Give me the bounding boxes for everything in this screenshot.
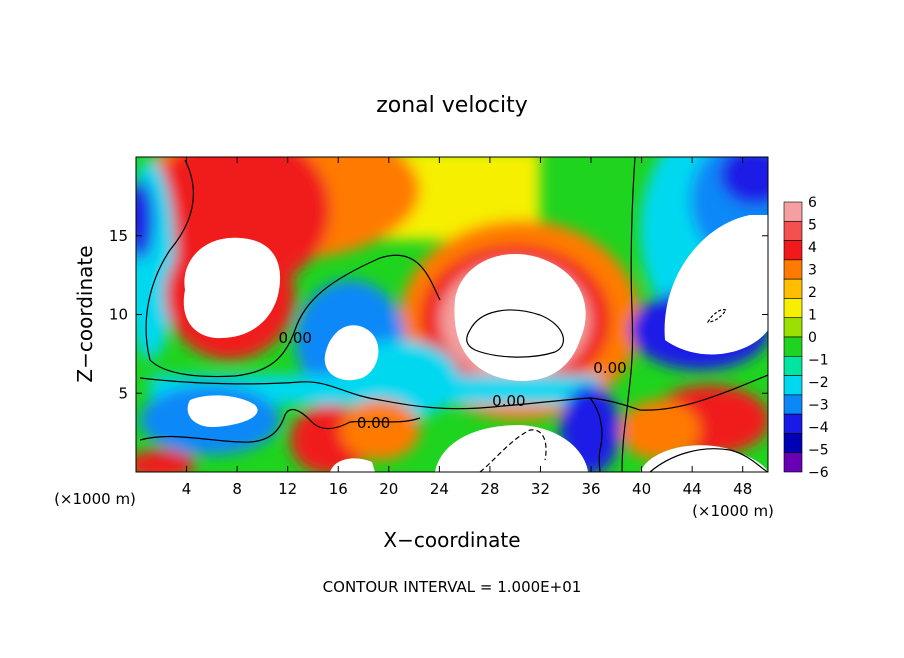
colorbar-swatch: [783, 336, 803, 357]
contour-labels: 0.00 0.00 0.00 0.00: [279, 329, 627, 432]
y-axis-ticks: 5 10 15: [109, 227, 768, 402]
x-tick-label: 32: [531, 480, 550, 498]
field-white-bottom-small: [330, 458, 375, 472]
colorbar-label: −3: [808, 398, 829, 414]
y-tick-label: 5: [118, 384, 128, 402]
colorbar-swatch: [783, 394, 803, 415]
colorbar-label: 0: [808, 330, 817, 346]
colorbar-swatch: [783, 240, 803, 261]
colorbar-swatch: [783, 201, 803, 222]
field-white-mid: [324, 325, 379, 381]
colorbar-label: 5: [808, 218, 817, 234]
colorbar-label: 2: [808, 285, 817, 301]
colorbar-label: −5: [808, 443, 829, 459]
colorbar-label: −4: [808, 420, 829, 436]
contour-label: 0.00: [279, 329, 312, 347]
contour-line-dashed-right: [706, 309, 727, 323]
x-axis-label: X−coordinate: [383, 528, 520, 552]
contour-label: 0.00: [492, 392, 525, 410]
field-low-right-orange: [620, 400, 700, 460]
contour-line-low-left: [139, 408, 421, 443]
y-tick-label: 15: [109, 227, 128, 245]
contour-label: 0.00: [593, 359, 626, 377]
field-upper-left-blue: [136, 180, 154, 260]
x-tick-label: 8: [232, 480, 242, 498]
x-tick-label: 16: [329, 480, 348, 498]
colorbar-label: −6: [808, 465, 829, 481]
field-bottom-left-red: [136, 450, 195, 472]
colorbar-swatch: [783, 433, 803, 454]
field-white-low-left: [187, 395, 258, 428]
colorbar-swatch: [783, 452, 803, 473]
x-tick-label: 44: [683, 480, 702, 498]
field-white-center: [454, 254, 586, 381]
colorbar-label: 1: [808, 308, 817, 324]
x-tick-label: 20: [379, 480, 398, 498]
x-tick-label: 28: [480, 480, 499, 498]
colorbar: 6 5 4 3 2 1 0 −1 −2 −3 −4 −5 −6: [783, 195, 829, 481]
x-tick-label: 48: [733, 480, 752, 498]
colorbar-label: −1: [808, 353, 829, 369]
field-white-upper-left: [183, 237, 281, 339]
contour-line-bottom-right: [649, 448, 768, 472]
colorbar-swatch: [783, 259, 803, 280]
x-axis-unit-right: (×1000 m): [692, 502, 774, 520]
colorbar-swatch: [783, 220, 803, 241]
colorbar-label: −2: [808, 375, 829, 391]
colorbar-swatch: [783, 413, 803, 434]
contour-interval-footer: CONTOUR INTERVAL = 1.000E+01: [323, 578, 582, 596]
x-tick-label: 24: [430, 480, 449, 498]
y-tick-label: 10: [109, 306, 128, 324]
contour-label: 0.00: [357, 414, 390, 432]
field-upper-right-navy: [720, 157, 768, 205]
colorbar-label: 3: [808, 263, 817, 279]
y-axis-label: Z−coordinate: [73, 245, 97, 382]
x-axis-ticks: 4 8 12 16 20 24 28 32 36 40 44 48: [182, 157, 752, 498]
x-axis-unit-left: (×1000 m): [54, 490, 136, 508]
contour-line-center-small: [466, 309, 564, 358]
contour-line-mid-right: [589, 397, 603, 472]
field-low-mid-orange: [340, 400, 420, 460]
contour-line-right-vertical: [621, 157, 636, 472]
field-white-right: [664, 215, 768, 355]
colorbar-swatch: [783, 355, 803, 376]
zero-contours: [139, 157, 768, 472]
chart-title: zonal velocity: [376, 93, 528, 118]
x-tick-label: 4: [182, 480, 192, 498]
contour-line-dashed-bottom: [479, 429, 547, 472]
x-tick-label: 40: [632, 480, 651, 498]
colorbar-swatch: [783, 317, 803, 338]
colorbar-label: 4: [808, 240, 817, 256]
x-tick-label: 12: [278, 480, 297, 498]
contour-line-upper-left: [145, 159, 441, 378]
field-white-bottom: [435, 425, 588, 472]
velocity-field: 0.00 0.00 0.00 0.00: [136, 157, 768, 472]
colorbar-swatch: [783, 278, 803, 299]
field-upper-left-cyan: [136, 160, 175, 360]
colorbar-swatch: [783, 298, 803, 319]
x-tick-label: 36: [581, 480, 600, 498]
contour-line-mid: [139, 374, 768, 411]
colorbar-label: 6: [808, 195, 817, 211]
colorbar-swatch: [783, 375, 803, 396]
